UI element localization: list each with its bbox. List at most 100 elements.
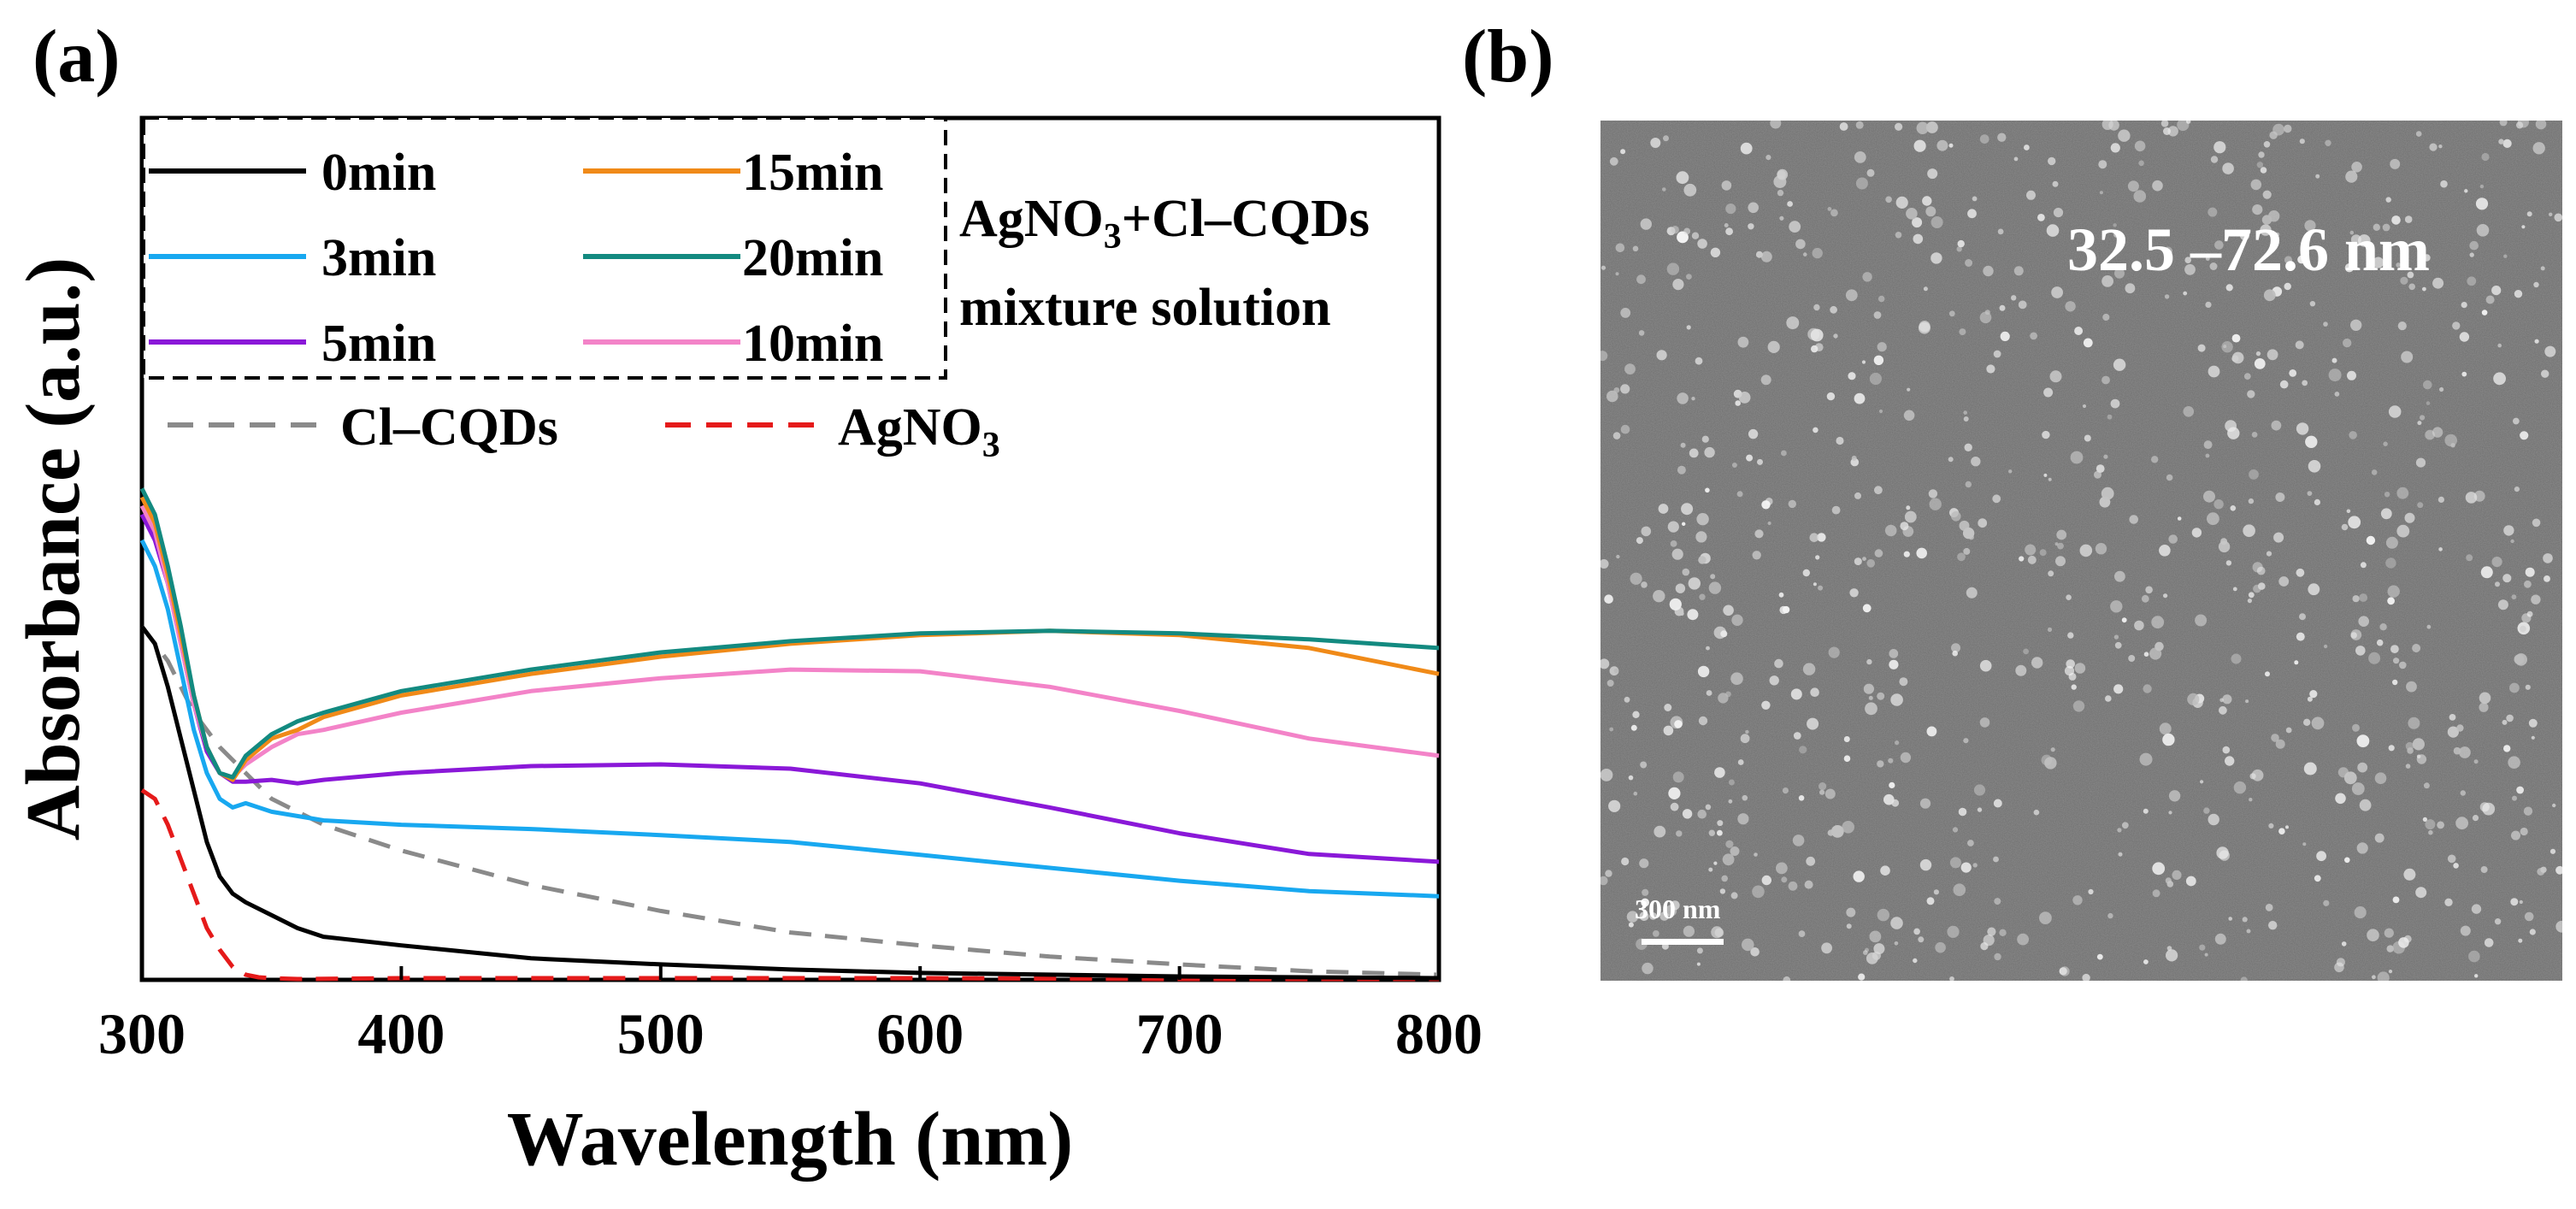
sem-particle — [2248, 498, 2255, 504]
sem-particle — [2531, 594, 2541, 604]
sem-particle — [2205, 301, 2212, 308]
sem-particle — [2160, 121, 2169, 127]
sem-particle — [2383, 441, 2388, 446]
sem-particle — [2114, 268, 2125, 279]
sem-particle — [1926, 897, 1935, 905]
sem-particle — [2513, 417, 2520, 425]
sem-particle — [2519, 899, 2523, 905]
sem-particle — [1824, 788, 1836, 799]
sem-particle — [1889, 781, 1895, 789]
sem-particle — [2502, 139, 2512, 148]
sem-particle — [2302, 842, 2307, 846]
sem-particle — [1855, 177, 1868, 190]
sem-particle — [1615, 272, 1619, 276]
sem-particle — [2359, 799, 2372, 811]
sem-particle — [1903, 551, 1910, 557]
sem-particle — [1959, 328, 1966, 336]
sem-particle — [1854, 557, 1862, 566]
sem-particle — [1913, 233, 1924, 245]
sem-particle — [2018, 300, 2027, 310]
series-line-5min — [139, 513, 1440, 864]
sem-particle — [1983, 265, 1994, 277]
sem-particle — [1919, 321, 1931, 333]
sem-particle — [2043, 387, 2054, 398]
sem-particle — [1895, 232, 1902, 239]
sem-particle — [2423, 782, 2430, 789]
sem-particle — [2429, 143, 2437, 151]
sem-particle — [1641, 581, 1648, 588]
sem-particle — [2260, 167, 2267, 174]
sem-image-panel: 32.5 –72.6 nm 300 nm — [1600, 121, 2562, 981]
sem-particle — [2425, 429, 2435, 440]
sem-particle — [2532, 142, 2545, 155]
sem-particle — [1683, 183, 1697, 197]
x-tick-label: 500 — [617, 1001, 704, 1066]
sem-particle — [2526, 211, 2532, 217]
sem-particle — [1848, 372, 1856, 380]
sem-particle — [2200, 780, 2204, 784]
sem-particle — [1913, 958, 1918, 964]
sem-particle — [1600, 351, 1608, 362]
sem-particle — [2444, 898, 2453, 907]
sem-particle — [1809, 533, 1819, 542]
sem-particle — [1761, 875, 1771, 886]
sem-particle — [1606, 390, 1618, 403]
sem-particle — [2533, 281, 2539, 288]
sem-particle — [1965, 481, 1972, 488]
sem-particle — [1853, 870, 1865, 882]
sem-particle — [1609, 727, 1614, 732]
sem-particle — [1738, 392, 1751, 404]
sem-particle — [2514, 653, 2527, 666]
sem-particle — [2278, 576, 2290, 587]
sem-particle — [2350, 319, 2362, 331]
sem-particle — [2203, 490, 2215, 503]
sem-particles — [1600, 121, 2562, 981]
sem-particle — [2245, 699, 2249, 704]
sem-particle — [1916, 121, 1929, 134]
sem-particle — [2351, 162, 2362, 173]
sem-particle — [2494, 918, 2502, 925]
sem-particle — [1632, 245, 1639, 252]
sem-particle — [1854, 392, 1866, 404]
sem-particle — [2203, 440, 2213, 450]
sem-particle — [2516, 786, 2525, 794]
sem-particle — [2088, 888, 2094, 895]
sem-particle — [2412, 644, 2421, 652]
sem-particle — [2066, 594, 2072, 600]
sem-particle — [2376, 639, 2384, 646]
sem-particle — [1748, 223, 1754, 230]
sem-particle — [1686, 274, 1692, 280]
sem-particle — [1691, 232, 1700, 239]
sem-particle — [2163, 246, 2172, 256]
sem-particle — [1949, 857, 1961, 869]
sem-particle — [2391, 215, 2401, 225]
sem-particle — [2102, 313, 2110, 321]
sem-particle — [2139, 752, 2153, 766]
sem-particle — [2359, 593, 2368, 602]
sem-particle — [1993, 799, 2002, 808]
sem-particle — [1843, 755, 1851, 762]
sem-particle — [1761, 500, 1771, 510]
sem-particle — [2015, 664, 2027, 676]
series-line-20min — [139, 487, 1440, 780]
sem-particle — [2271, 734, 2279, 742]
sem-particle — [2373, 223, 2380, 231]
sem-particle — [1609, 156, 1618, 166]
sem-particle — [2417, 502, 2424, 509]
sem-particle — [1788, 881, 1798, 891]
sem-particle — [1888, 758, 1894, 764]
sem-particle — [1686, 325, 1691, 330]
sem-particle — [1907, 387, 1911, 392]
sem-particle — [2350, 629, 2362, 640]
sem-particle — [1889, 649, 1899, 658]
sem-particle — [2000, 331, 2010, 341]
absorbance-chart: 300 400 500 600 700 800 Wavelength (nm) Absor… — [11, 115, 1483, 1182]
sem-particle — [2222, 694, 2232, 705]
sem-particle — [2219, 705, 2227, 715]
sem-particle — [1750, 947, 1760, 957]
sem-particle — [1730, 892, 1738, 899]
sem-particle — [1992, 494, 2001, 504]
sem-particle — [2422, 286, 2426, 292]
sem-particle — [1628, 775, 1634, 781]
sem-particle — [2225, 756, 2235, 766]
